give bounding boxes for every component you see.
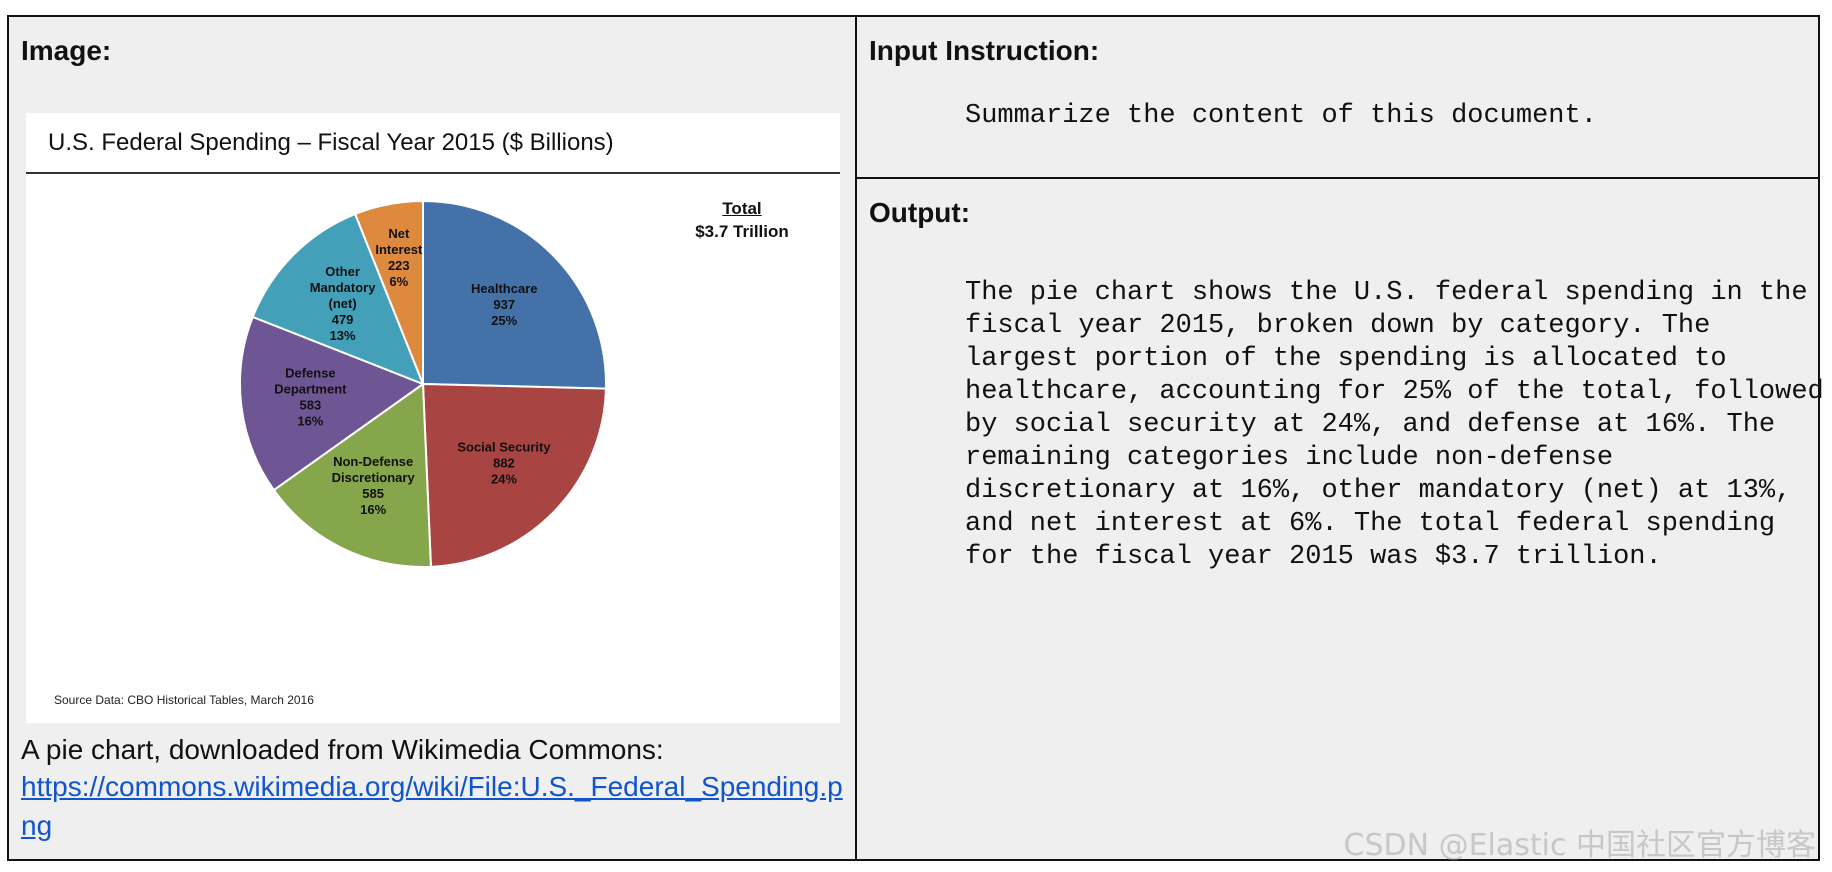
pie-svg: Healthcare 937 25% Social Security 882 24% Non… — [239, 199, 607, 568]
slice-label: Defense Department 583 16% — [274, 366, 347, 429]
output-cell: Output: The pie chart shows the U.S. fed… — [857, 179, 1824, 859]
wikimedia-link[interactable]: https://commons.wikimedia.org/wiki/File:… — [21, 771, 843, 841]
slice-label: Healthcare 937 25% — [471, 281, 537, 328]
watermark: CSDN @Elastic 中国社区官方博客 — [1343, 828, 1817, 863]
chart-title-divider — [26, 172, 840, 174]
source-note: Source Data: CBO Historical Tables, Marc… — [54, 693, 314, 707]
image-caption: A pie chart, downloaded from Wikimedia C… — [21, 734, 664, 765]
output-text: The pie chart shows the U.S. federal spe… — [965, 278, 1824, 572]
pie-chart: U.S. Federal Spending – Fiscal Year 2015… — [26, 113, 840, 723]
slice-label: Non-Defense Discretionary 585 16% — [332, 454, 416, 517]
pie-slice — [251, 212, 425, 386]
pie-slice — [239, 315, 426, 492]
pie-slice — [422, 199, 607, 390]
pie-slice — [421, 382, 607, 568]
slice-label: Social Security 882 24% — [457, 439, 551, 486]
pie-slice — [272, 382, 432, 568]
pie-slice — [353, 199, 424, 385]
total-label: Total — [722, 199, 762, 218]
image-cell: Image: U.S. Federal Spending – Fiscal Ye… — [9, 17, 857, 859]
slice-label: Other Mandatory (net) 479 13% — [310, 264, 377, 343]
chart-title: U.S. Federal Spending – Fiscal Year 2015… — [48, 129, 614, 156]
instruction-text: Summarize the content of this document. — [965, 101, 1597, 131]
image-heading: Image: — [21, 35, 112, 66]
instruction-heading: Input Instruction: — [869, 35, 1100, 66]
slice-label: Net Interest 223 6% — [375, 226, 423, 289]
instruction-cell: Input Instruction: Summarize the content… — [857, 17, 1818, 179]
total-value: $3.7 Trillion — [695, 222, 789, 241]
table-frame: Image: U.S. Federal Spending – Fiscal Ye… — [7, 15, 1824, 861]
output-heading: Output: — [869, 197, 971, 228]
